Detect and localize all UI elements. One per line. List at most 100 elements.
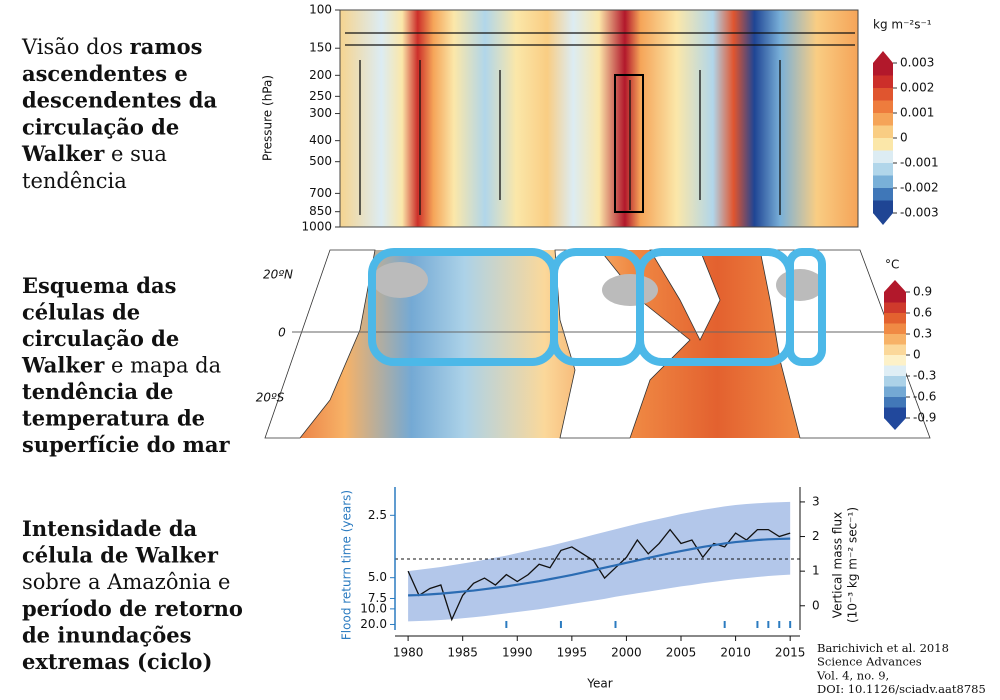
colorbar-swatch — [884, 344, 906, 356]
colorbar-swatch — [873, 75, 893, 89]
colorbar-swatch — [884, 365, 906, 377]
latitude-label: 20ºS — [256, 391, 285, 405]
caption-line: circulação de — [22, 114, 179, 139]
x-tick-label: 2000 — [611, 646, 642, 660]
caption-text: descendentes da — [22, 87, 217, 112]
colorbar-end — [873, 213, 893, 225]
y-tick-label: 150 — [309, 41, 332, 55]
wind-vectors — [345, 32, 855, 215]
y2-tick-label: 2 — [812, 529, 820, 543]
colorbar-swatch — [884, 397, 906, 408]
y-tick-label: 2.5 — [368, 508, 387, 522]
colorbar-tick-label: 0.003 — [900, 56, 934, 70]
caption-text: tendência de — [22, 379, 173, 404]
colorbar-swatch — [884, 302, 906, 314]
x-tick-label: 1980 — [393, 646, 424, 660]
colorbar-label: kg m⁻²s⁻¹ — [873, 18, 932, 32]
x-axis-label: Year — [586, 677, 612, 691]
colorbar-swatch — [884, 386, 906, 398]
y-tick-label: 5.0 — [368, 570, 387, 584]
caption-text: e mapa da — [104, 353, 221, 377]
caption-text: Esquema das — [22, 273, 176, 298]
y2-axis-label: (10⁻³ kg m⁻² sec⁻¹) — [846, 507, 860, 623]
caption-text: Walker — [21, 141, 105, 166]
x-tick-label: 2005 — [666, 646, 697, 660]
colorbar-tick-label: 0.001 — [900, 106, 934, 120]
caption-line: Walker e mapa da — [21, 352, 221, 377]
citation-line: Vol. 4, no. 9, — [816, 668, 889, 682]
caption-line: células de — [22, 299, 140, 324]
caption-line: tendência — [22, 169, 127, 193]
highlight-box — [614, 74, 644, 213]
colorbar-swatch — [884, 292, 906, 303]
colorbar-swatch — [884, 334, 906, 345]
caption-text: ramos — [130, 34, 203, 59]
x-tick-label: 1990 — [502, 646, 533, 660]
caption-line: Intensidade da — [22, 516, 198, 541]
caption-line: célula de Walker — [22, 542, 219, 567]
caption-text: células de — [22, 299, 140, 324]
y-tick-label: 100 — [309, 3, 332, 17]
colorbar-tick-label: -0.001 — [900, 156, 939, 170]
colorbar-tick-label: -0.6 — [913, 390, 936, 404]
colorbar-tick-label: -0.3 — [913, 369, 936, 383]
y-tick-label: 700 — [309, 186, 332, 200]
series-line — [408, 537, 791, 597]
caption-line: extremas (ciclo) — [22, 649, 212, 674]
colorbar-swatch — [873, 163, 893, 176]
colorbar-swatch — [884, 376, 906, 387]
y2-axis-label: Vertical mass flux — [831, 512, 845, 618]
latitude-label: 20ºN — [263, 268, 293, 282]
colorbar-tick-label: 0.3 — [913, 327, 932, 341]
walker-cells — [368, 248, 826, 366]
caption-text: sobre a Amazônia e — [22, 570, 230, 594]
colorbar-swatch — [873, 63, 893, 76]
x-tick-label: 1985 — [447, 646, 478, 660]
caption-text: circulação de — [22, 114, 179, 139]
colorbar-label: °C — [885, 258, 899, 272]
y2-tick-label: 0 — [812, 598, 820, 612]
caption-text: extremas (ciclo) — [22, 649, 212, 674]
colorbar-swatch — [884, 407, 906, 419]
uncertainty-band — [408, 501, 791, 622]
caption-text: Intensidade da — [22, 516, 198, 541]
caption-line: período de retorno — [22, 595, 243, 620]
y-tick-label: 300 — [309, 106, 332, 120]
y2-tick-label: 1 — [812, 564, 820, 578]
caption-text: de inundações — [22, 622, 191, 647]
colorbar-tick-label: -0.9 — [913, 411, 936, 425]
y-tick-label: 400 — [309, 133, 332, 147]
colorbar-swatch — [884, 323, 906, 335]
colorbar-tick-label: -0.002 — [900, 181, 939, 195]
x-tick-label: 1995 — [557, 646, 588, 660]
caption-text: temperatura de — [22, 405, 205, 430]
latitude-label: 0 — [278, 326, 286, 340]
caption-text: ascendentes e — [22, 60, 188, 85]
colorbar-swatch — [873, 200, 893, 214]
colorbar-swatch — [873, 100, 893, 114]
caption-line: sobre a Amazônia e — [22, 570, 230, 594]
y-axis-label: Flood return time (years) — [340, 490, 354, 640]
colorbar-end — [873, 51, 893, 63]
caption-line: Esquema das — [22, 273, 176, 298]
y-tick-label: 250 — [309, 89, 332, 103]
y-tick-label: 500 — [309, 154, 332, 168]
caption-line: Visão dos ramos — [21, 34, 202, 59]
caption-line: tendência de — [22, 379, 173, 404]
colorbar-tick-label: 0 — [900, 131, 908, 145]
y2-tick-label: 3 — [812, 494, 820, 508]
colorbar-swatch — [873, 188, 893, 201]
y-axis-label: Pressure (hPa) — [261, 75, 275, 161]
caption-line: circulação de — [22, 326, 179, 351]
caption-line: de inundações — [22, 622, 191, 647]
y-tick-label: 200 — [309, 68, 332, 82]
caption-line: superfície do mar — [22, 432, 230, 457]
colorbar-tick-label: 0.002 — [900, 81, 934, 95]
caption-line: descendentes da — [22, 87, 217, 112]
colorbar-swatch — [873, 125, 893, 139]
caption-line: ascendentes e — [22, 60, 188, 85]
caption-line: temperatura de — [22, 405, 205, 430]
caption-text: Visão dos — [21, 35, 130, 59]
caption-text: circulação de — [22, 326, 179, 351]
